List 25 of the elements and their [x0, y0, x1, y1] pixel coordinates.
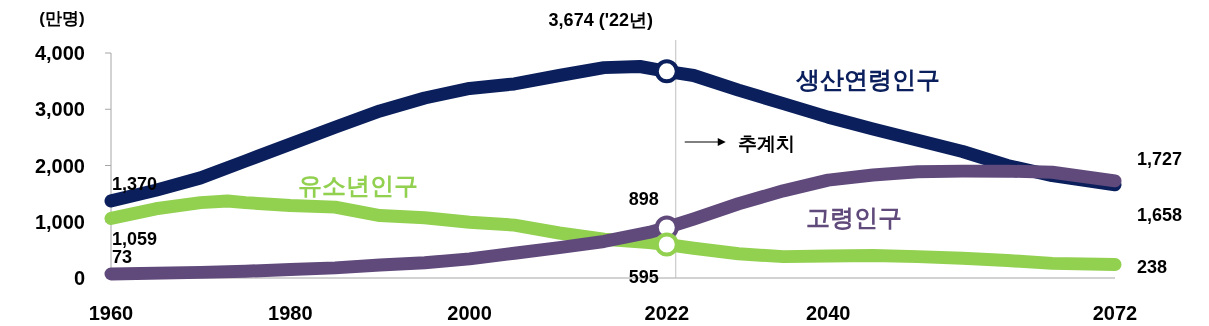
annotation: 1,370: [112, 173, 158, 194]
ref-line: 추계치: [675, 39, 795, 279]
x-tick-label: 2000: [447, 302, 492, 324]
ref-line-label: 추계치: [737, 133, 795, 154]
y-tick-label: 2,000: [34, 154, 85, 177]
y-tick-label: 3,000: [34, 98, 85, 121]
x-tick-label: 2040: [805, 302, 851, 324]
annotation: 3,674 ('22년): [548, 10, 653, 31]
annotation: 595: [628, 266, 659, 287]
x-tick-label: 2022: [644, 302, 690, 324]
series-label: 생산연령인구: [795, 66, 940, 93]
series-label: 유소년인구: [298, 172, 418, 199]
x-tick-label: 1980: [268, 302, 313, 324]
y-axis-title: (만명): [39, 9, 85, 28]
y-tick-label: 0: [73, 267, 85, 289]
series-label: 고령인구: [806, 204, 902, 231]
annotation: 1,658: [1137, 204, 1183, 225]
annotation: 898: [628, 189, 659, 210]
annotation: 238: [1137, 256, 1168, 277]
annotation: 1,727: [1137, 148, 1183, 169]
y-tick-label: 1,000: [34, 210, 85, 233]
y-tick-label: 4,000: [34, 42, 85, 64]
x-tick-label: 2072: [1092, 302, 1138, 324]
x-tick-label: 1960: [88, 302, 134, 324]
annotation: 1,059: [112, 229, 158, 250]
